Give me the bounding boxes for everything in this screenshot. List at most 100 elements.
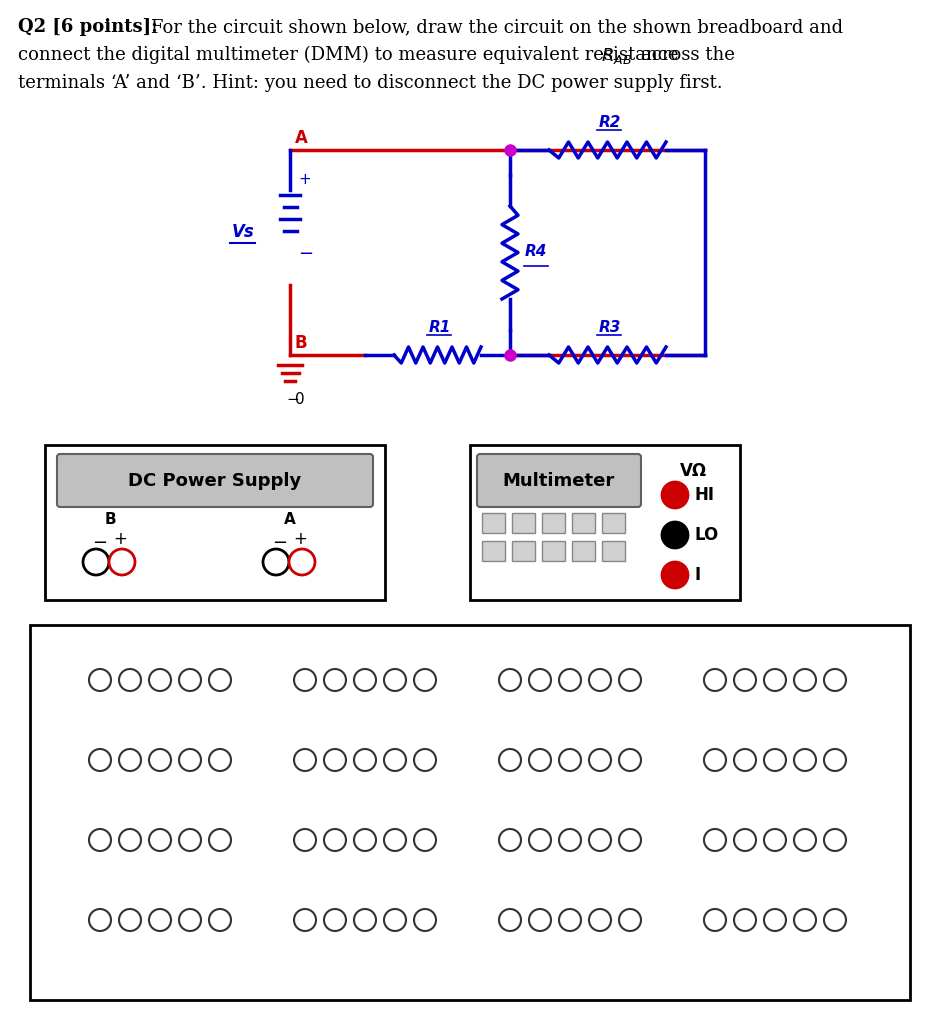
Circle shape (589, 909, 611, 931)
Bar (30, 625, 910, 1000)
Circle shape (764, 829, 786, 851)
Circle shape (179, 669, 201, 691)
Bar (482, 541, 505, 561)
Circle shape (662, 482, 688, 508)
Circle shape (499, 909, 521, 931)
Text: +: + (298, 172, 311, 187)
Circle shape (179, 909, 201, 931)
Text: −: − (92, 534, 107, 552)
Circle shape (559, 669, 581, 691)
Text: A: A (295, 129, 308, 147)
Text: R3: R3 (599, 319, 621, 335)
Circle shape (119, 829, 141, 851)
Circle shape (529, 669, 551, 691)
Circle shape (384, 909, 406, 931)
Circle shape (263, 549, 289, 575)
Circle shape (794, 909, 816, 931)
Circle shape (589, 749, 611, 771)
Circle shape (824, 909, 846, 931)
Text: I: I (694, 566, 700, 584)
Circle shape (704, 669, 726, 691)
Circle shape (289, 549, 315, 575)
Circle shape (354, 749, 376, 771)
Text: HI: HI (694, 486, 714, 504)
Circle shape (89, 749, 111, 771)
Circle shape (83, 549, 109, 575)
FancyBboxPatch shape (57, 454, 373, 507)
Text: terminals ‘A’ and ‘B’. Hint: you need to disconnect the DC power supply first.: terminals ‘A’ and ‘B’. Hint: you need to… (18, 74, 723, 92)
Circle shape (324, 749, 346, 771)
Text: −: − (272, 534, 287, 552)
Circle shape (209, 829, 231, 851)
FancyBboxPatch shape (477, 454, 641, 507)
Circle shape (559, 909, 581, 931)
Circle shape (324, 829, 346, 851)
Text: A: A (284, 512, 296, 527)
Circle shape (294, 909, 316, 931)
Circle shape (499, 749, 521, 771)
Circle shape (89, 909, 111, 931)
Circle shape (589, 669, 611, 691)
Text: R1: R1 (429, 319, 451, 335)
Circle shape (149, 669, 171, 691)
Circle shape (89, 669, 111, 691)
Text: Vs: Vs (232, 223, 255, 241)
Circle shape (794, 749, 816, 771)
Circle shape (559, 749, 581, 771)
Circle shape (414, 749, 436, 771)
Text: +: + (293, 530, 306, 548)
Text: LO: LO (694, 526, 718, 544)
Circle shape (384, 829, 406, 851)
Circle shape (209, 909, 231, 931)
Circle shape (734, 749, 756, 771)
Bar (45, 445, 385, 600)
Circle shape (662, 522, 688, 548)
Text: −: − (298, 245, 313, 263)
Circle shape (704, 749, 726, 771)
Text: For the circuit shown below, draw the circuit on the shown breadboard and: For the circuit shown below, draw the ci… (151, 18, 843, 36)
Circle shape (119, 909, 141, 931)
Circle shape (619, 669, 641, 691)
Circle shape (119, 669, 141, 691)
Bar (572, 513, 595, 534)
Circle shape (824, 749, 846, 771)
Text: Multimeter: Multimeter (503, 472, 615, 490)
Text: DC Power Supply: DC Power Supply (129, 472, 302, 490)
Circle shape (354, 829, 376, 851)
Circle shape (119, 749, 141, 771)
Circle shape (414, 669, 436, 691)
Bar (542, 541, 565, 561)
Text: −: − (286, 392, 299, 407)
Circle shape (662, 562, 688, 588)
Bar (512, 513, 535, 534)
Circle shape (149, 909, 171, 931)
Circle shape (734, 829, 756, 851)
Circle shape (354, 669, 376, 691)
Circle shape (499, 829, 521, 851)
Circle shape (324, 669, 346, 691)
Circle shape (499, 669, 521, 691)
Circle shape (324, 909, 346, 931)
Text: VΩ: VΩ (680, 462, 707, 480)
Circle shape (384, 749, 406, 771)
Circle shape (764, 909, 786, 931)
Circle shape (704, 829, 726, 851)
Circle shape (734, 669, 756, 691)
Circle shape (414, 829, 436, 851)
Text: R2: R2 (599, 115, 621, 130)
Circle shape (149, 749, 171, 771)
Circle shape (619, 909, 641, 931)
Circle shape (529, 749, 551, 771)
Bar (470, 445, 740, 600)
Circle shape (619, 829, 641, 851)
Circle shape (764, 749, 786, 771)
Circle shape (764, 669, 786, 691)
Circle shape (384, 669, 406, 691)
Text: across the: across the (641, 46, 735, 63)
Bar (512, 541, 535, 561)
Circle shape (89, 829, 111, 851)
Text: B: B (295, 334, 307, 352)
Circle shape (209, 669, 231, 691)
Bar (482, 513, 505, 534)
Bar (572, 541, 595, 561)
